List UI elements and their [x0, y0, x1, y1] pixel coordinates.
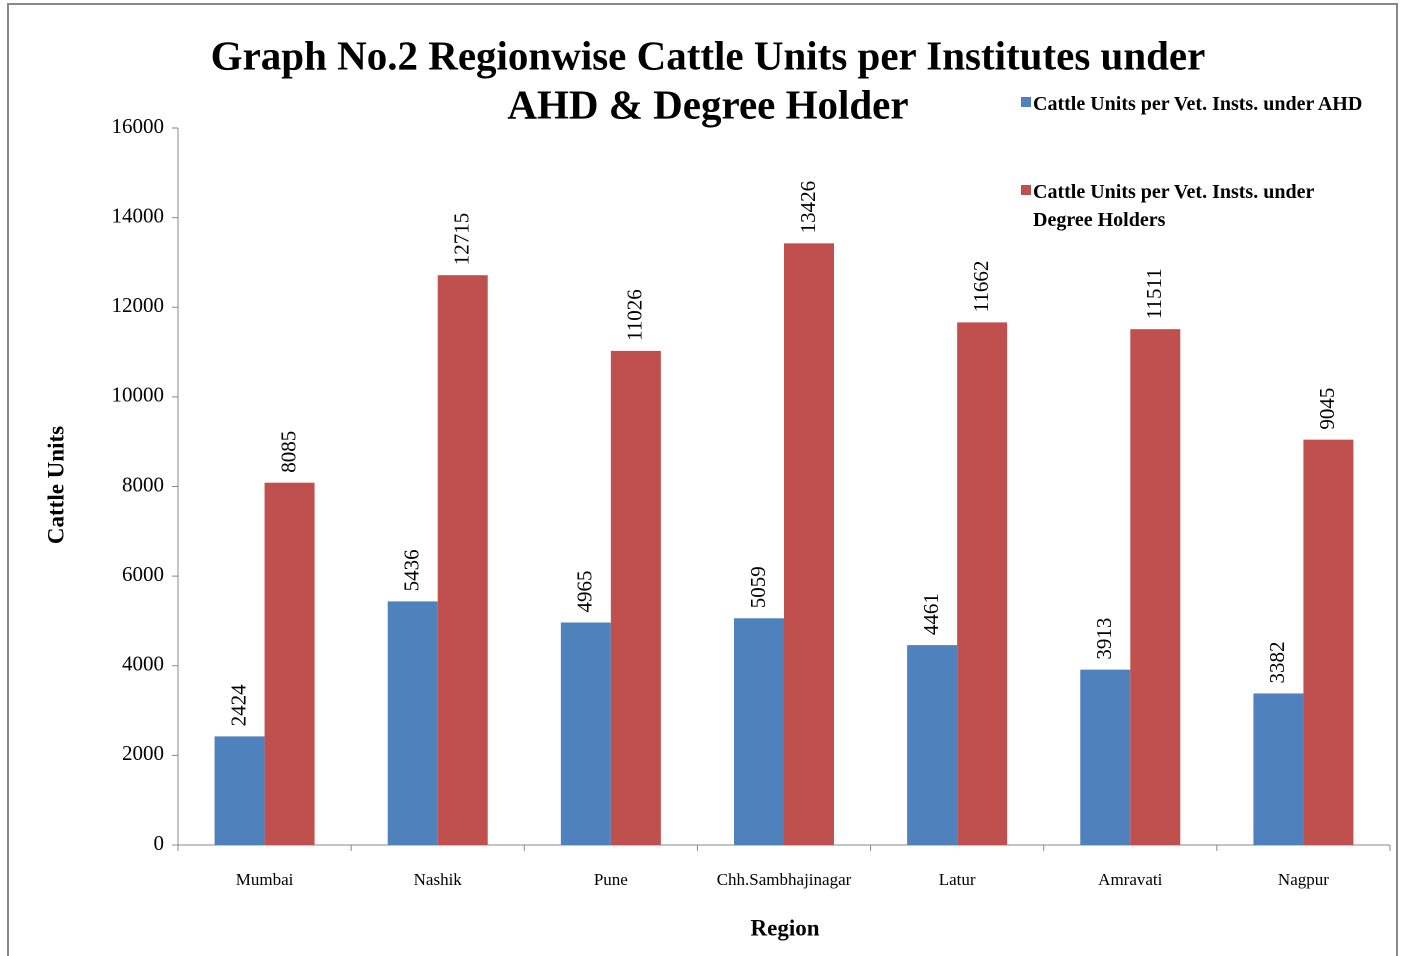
data-label: 9045: [1315, 388, 1339, 430]
x-tick-label: Latur: [939, 870, 976, 889]
x-tick-label: Amravati: [1098, 870, 1162, 889]
data-label: 11026: [623, 289, 647, 341]
x-tick-label: Nagpur: [1278, 870, 1329, 889]
bar: [1130, 329, 1181, 845]
chart-frame: [7, 3, 1398, 956]
y-tick-label: 14000: [112, 203, 165, 227]
legend-label: Cattle Units per Vet. Insts. under AHD: [1033, 93, 1363, 115]
data-label: 4461: [919, 593, 943, 635]
legend-label: Cattle Units per Vet. Insts. under Degre…: [1033, 181, 1314, 231]
data-label: 13426: [796, 181, 820, 234]
y-axis-label: Cattle Units: [43, 426, 68, 544]
bar: [437, 275, 488, 845]
x-axis-label: Region: [751, 915, 820, 940]
bar: [264, 482, 315, 845]
x-tick-label: Nashik: [414, 870, 463, 889]
data-label: 4965: [573, 571, 597, 613]
legend-swatch: [1021, 185, 1031, 195]
chart-title: Graph No.2 Regionwise Cattle Units per I…: [211, 32, 1206, 78]
data-label: 3913: [1092, 618, 1116, 660]
chart-title: AHD & Degree Holder: [507, 81, 908, 127]
x-tick-label: Pune: [594, 870, 628, 889]
data-label: 12715: [450, 213, 474, 266]
data-label: 5436: [400, 549, 424, 591]
y-tick-label: 12000: [112, 293, 165, 317]
bar: [560, 622, 611, 845]
data-label: 2424: [226, 684, 250, 727]
bar: [610, 350, 661, 845]
legend-swatch: [1021, 97, 1031, 107]
x-tick-label: Chh.Sambhajinagar: [717, 870, 852, 889]
y-tick-label: 0: [154, 831, 165, 855]
data-label: 11662: [969, 261, 993, 313]
y-tick-label: 16000: [112, 114, 165, 138]
bar: [1253, 693, 1304, 845]
y-tick-label: 6000: [122, 562, 164, 586]
data-label: 5059: [746, 566, 770, 608]
bar: [1080, 669, 1131, 845]
data-label: 11511: [1142, 268, 1166, 319]
data-label: 3382: [1265, 641, 1289, 683]
y-tick-label: 2000: [122, 741, 164, 765]
y-tick-label: 4000: [122, 652, 164, 676]
y-tick-label: 8000: [122, 472, 164, 496]
x-tick-label: Mumbai: [236, 870, 294, 889]
y-tick-label: 10000: [112, 383, 165, 407]
bar: [214, 736, 265, 845]
bar: [784, 243, 834, 845]
bar: [734, 618, 784, 845]
data-label: 8085: [276, 431, 300, 473]
bar: [1303, 439, 1354, 845]
bar: [387, 601, 438, 845]
bar: [907, 645, 958, 845]
bar: [957, 322, 1008, 846]
